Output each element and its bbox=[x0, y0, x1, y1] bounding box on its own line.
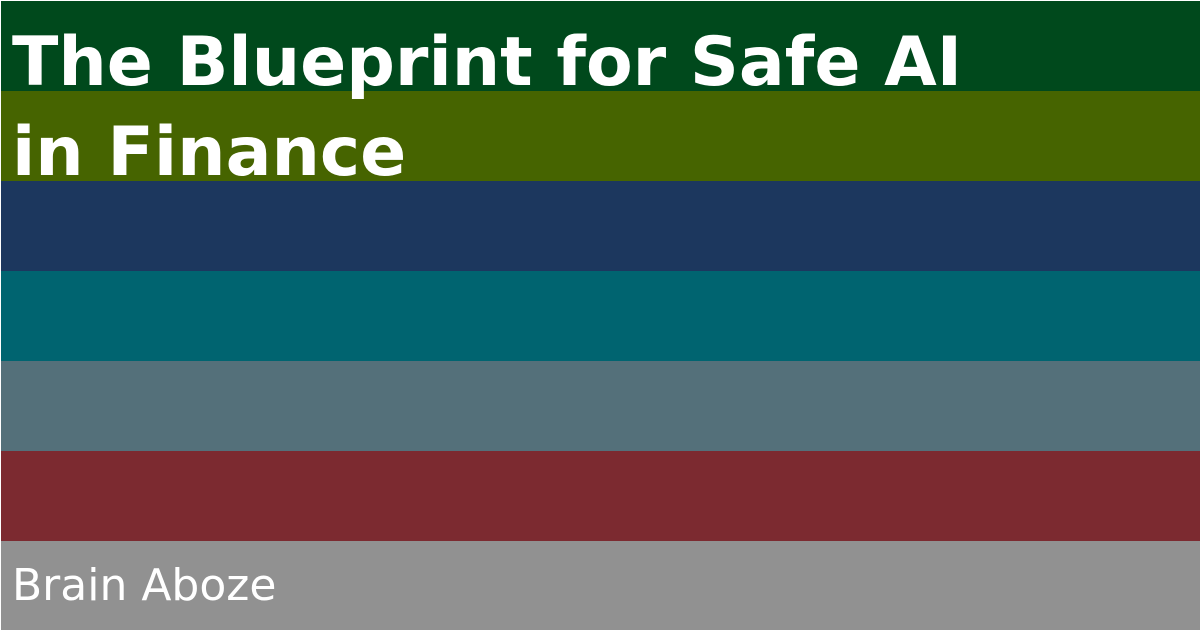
stripe-3 bbox=[1, 181, 1200, 271]
stripe-1 bbox=[1, 1, 1200, 91]
stripe-5 bbox=[1, 361, 1200, 451]
stripe-4 bbox=[1, 271, 1200, 361]
title-line-1: The Blueprint for Safe AI bbox=[12, 23, 963, 102]
stripe-7 bbox=[1, 541, 1200, 630]
author-name: Brain Aboze bbox=[12, 560, 277, 611]
stripe-2 bbox=[1, 91, 1200, 181]
title-line-2: in Finance bbox=[12, 113, 407, 192]
cover-title: The Blueprint for Safe AI in Finance bbox=[12, 18, 1112, 198]
stripe-6 bbox=[1, 451, 1200, 541]
